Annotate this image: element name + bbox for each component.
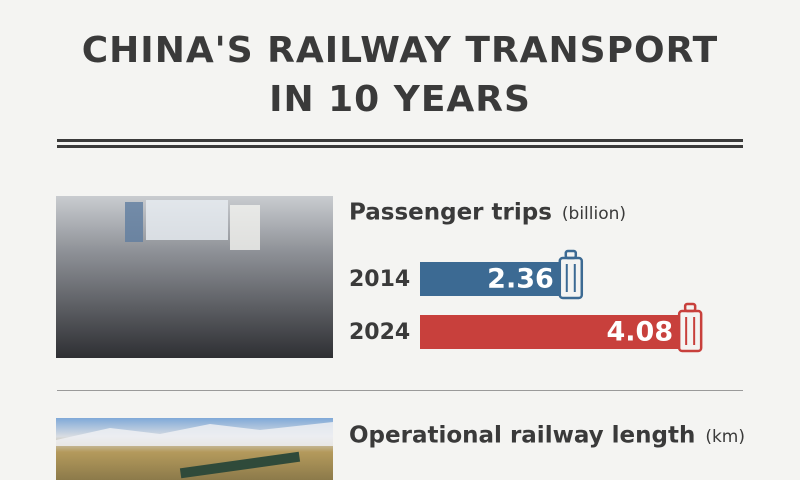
suitcase-icon <box>558 249 584 300</box>
rule <box>57 145 743 148</box>
title-line: IN 10 YEARS <box>269 79 531 120</box>
suitcase-body <box>677 309 703 353</box>
rule <box>57 139 743 142</box>
section-unit: (km) <box>705 427 745 447</box>
section-title: Passenger trips <box>349 200 552 226</box>
suitcase-handle <box>564 249 578 260</box>
year-label: 2024 <box>349 320 410 345</box>
photo-railway <box>56 418 333 480</box>
suitcase-icon <box>677 302 703 353</box>
title-line: CHINA'S RAILWAY TRANSPORT <box>82 30 719 71</box>
year-label: 2014 <box>349 267 410 292</box>
suitcase-handle <box>683 302 697 313</box>
section-title: Operational railway length <box>349 423 695 449</box>
bar <box>420 262 572 296</box>
section-unit: (billion) <box>562 204 626 224</box>
value-label: 4.08 <box>607 317 674 348</box>
suitcase-body <box>558 256 584 300</box>
value-label: 2.36 <box>487 264 554 295</box>
divider <box>57 390 743 391</box>
photo-passengers <box>56 196 333 358</box>
bar <box>420 315 692 349</box>
